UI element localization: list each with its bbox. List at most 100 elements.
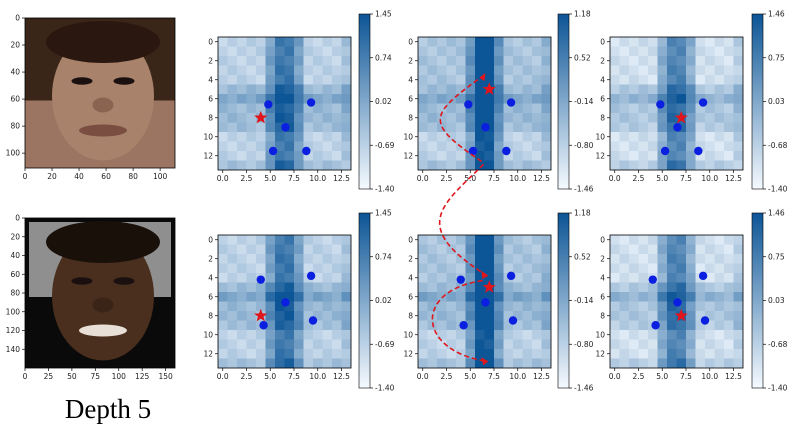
heatmap-cell <box>695 160 706 171</box>
heatmap-cell <box>427 132 438 142</box>
colorbar-tick-label: 0.03 <box>768 97 785 106</box>
heatmap-cell <box>332 75 342 85</box>
heatmap-cell <box>418 75 428 85</box>
heatmap-cell <box>733 160 744 171</box>
heatmap-cell <box>522 46 533 57</box>
heatmap-cell <box>686 65 696 76</box>
colorbar-tick-label: -0.68 <box>768 340 788 349</box>
heatmap-cell <box>341 263 352 274</box>
dashed-arrow-down <box>431 279 488 363</box>
heatmap-cell <box>695 311 706 321</box>
heatmap-cell <box>686 330 696 340</box>
y-tick-label: 8 <box>600 311 605 320</box>
heatmap-cell <box>610 330 620 340</box>
heatmap-cell <box>265 320 276 331</box>
heatmap-cell <box>705 339 715 350</box>
heatmap-cell <box>676 292 687 302</box>
heatmap-cell <box>705 349 715 359</box>
query-star <box>254 110 268 124</box>
heatmap-cell <box>541 56 552 66</box>
heatmap-cell <box>303 132 314 142</box>
heatmap-cell <box>667 358 677 369</box>
heatmap-cell <box>303 311 314 321</box>
heatmap-cell <box>494 160 504 171</box>
heatmap-cell <box>522 292 533 302</box>
colorbar-tick-label: 0.02 <box>375 296 392 305</box>
y-tick-label: 10 <box>403 132 413 141</box>
heatmap-cell <box>667 122 677 133</box>
heatmap-cell <box>456 282 466 293</box>
heatmap-cell <box>465 84 476 95</box>
heatmap-cell <box>284 75 295 85</box>
heatmap-cell <box>456 339 466 350</box>
heatmap-cell <box>265 65 276 76</box>
heatmap-cell <box>284 282 295 293</box>
heatmap-cell <box>503 103 514 114</box>
heatmap-cell <box>667 292 677 302</box>
heatmap-cell <box>714 151 725 161</box>
heatmap-cell <box>341 311 352 321</box>
heatmap-cell <box>638 56 649 66</box>
heatmap-cell <box>475 46 485 57</box>
heatmap-cell <box>446 311 457 321</box>
heatmap-cell <box>294 358 304 369</box>
heatmap-cell <box>256 46 266 57</box>
heatmap-cell <box>294 46 304 57</box>
heatmap-cell <box>733 75 744 85</box>
heatmap-cell <box>256 94 266 104</box>
heatmap-cell <box>294 37 304 47</box>
heatmap-cell <box>724 235 734 245</box>
heatmap-cell <box>638 349 649 359</box>
heatmap-cell <box>475 254 485 264</box>
heatmap-cell <box>446 273 457 283</box>
heatmap-cell <box>456 122 466 133</box>
heatmap-cell <box>541 263 552 274</box>
heatmap-cell <box>532 84 542 95</box>
heatmap-cell <box>418 151 428 161</box>
heatmap-cell <box>513 235 523 245</box>
heatmap-cell <box>513 84 523 95</box>
y-tick-label: 100 <box>6 149 21 158</box>
heatmap-cell <box>322 84 333 95</box>
heatmap-cell <box>465 132 476 142</box>
heatmap-cell <box>313 160 323 171</box>
x-tick-label: 12.5 <box>725 174 742 183</box>
heatmap-cell <box>484 292 495 302</box>
heatmap-cell <box>610 263 620 274</box>
heatmap-cell <box>218 339 228 350</box>
heatmap-cell <box>522 37 533 47</box>
heatmap-cell <box>667 330 677 340</box>
heatmap-cell <box>303 122 314 133</box>
colorbar-tick-label: -1.40 <box>768 185 788 194</box>
heatmap-cell <box>427 273 438 283</box>
heatmap-cell <box>667 263 677 274</box>
heatmap-cell <box>676 46 687 57</box>
y-tick-label: 0 <box>208 235 213 244</box>
heatmap-cell <box>484 56 495 66</box>
heatmap-cell <box>484 263 495 274</box>
heatmap-cell <box>541 349 552 359</box>
left-eye-shape <box>71 77 93 85</box>
heatmap-cell <box>610 103 620 114</box>
heatmap-cell <box>446 160 457 171</box>
heatmap-cell <box>513 330 523 340</box>
heatmap-cell <box>322 349 333 359</box>
heatmap-cell <box>686 311 696 321</box>
x-tick-label: 7.5 <box>680 372 692 381</box>
heatmap-cell <box>532 339 542 350</box>
heatmap-cell <box>418 160 428 171</box>
heatmap-cell <box>686 358 696 369</box>
heatmap-cell <box>695 349 706 359</box>
heatmap-cell <box>313 292 323 302</box>
heatmap-cell <box>246 311 257 321</box>
heatmap-cell <box>227 132 238 142</box>
heatmap-cell <box>446 263 457 274</box>
heatmap-cell <box>246 160 257 171</box>
heatmap-axes-frame <box>217 36 352 171</box>
heatmap-cell <box>695 122 706 133</box>
heatmap-cell <box>513 301 523 312</box>
heatmap-cell <box>522 339 533 350</box>
heatmap-cell <box>332 160 342 171</box>
heatmap-cell <box>638 235 649 245</box>
y-tick-label: 8 <box>600 113 605 122</box>
